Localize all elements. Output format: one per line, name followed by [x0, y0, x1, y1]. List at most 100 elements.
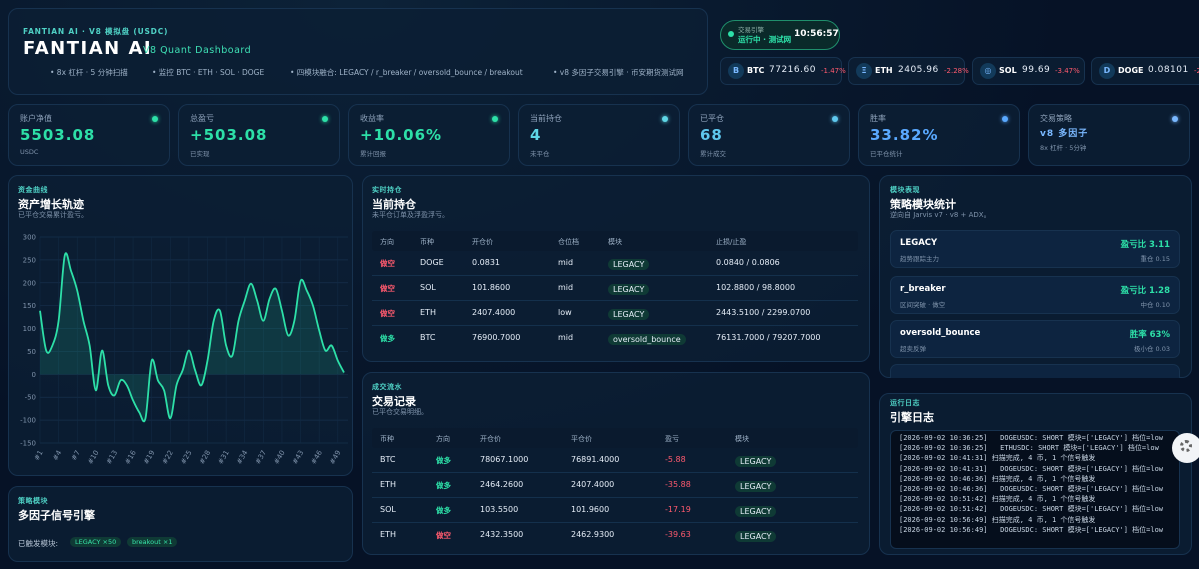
- engine-dot: [728, 31, 734, 37]
- x-tick-label: #37: [254, 449, 268, 466]
- stat-label: 当前持仓: [530, 114, 562, 123]
- log-line: [2026-09-02 10:41:31] DOGEUSDC: SHORT 模块…: [899, 464, 1164, 473]
- log-line: [2026-09-02 10:46:36] DOGEUSDC: SHORT 模块…: [899, 485, 1164, 493]
- module-chip: LEGACY: [608, 284, 650, 295]
- engine-label: 交易引擎: [738, 26, 764, 34]
- ticker-symbol: BTC: [747, 66, 765, 75]
- table-cell: SOL: [380, 505, 396, 514]
- module-name: r_breaker: [900, 284, 946, 294]
- module-chip: LEGACY: [735, 481, 777, 492]
- log-line: [2026-09-02 10:36:25] ETHUSDC: SHORT 模块=…: [899, 444, 1159, 453]
- panel-subtitle: 未平仓订单及浮盈浮亏。: [372, 211, 449, 219]
- ticker-symbol: ETH: [875, 66, 893, 75]
- table-cell: ETH: [380, 480, 396, 489]
- stat-sub: USDC: [20, 148, 39, 156]
- table-cell: 2432.3500: [480, 530, 524, 539]
- x-tick-label: #46: [310, 449, 325, 466]
- equity-panel: [8, 175, 353, 476]
- table-header-cell: 开仓价: [480, 435, 501, 443]
- ticker-symbol: SOL: [999, 66, 1017, 75]
- signal-badge: LEGACY ×50: [70, 537, 122, 547]
- stat-value: v8 多因子: [1040, 129, 1089, 139]
- stat-dot: [662, 116, 668, 122]
- equity-area: [40, 253, 344, 422]
- row-divider: [372, 472, 858, 473]
- module-sub: 重仓 0.15: [1140, 255, 1170, 263]
- table-header-cell: 币种: [420, 238, 434, 246]
- engine-box: [720, 20, 840, 50]
- stat-value: +503.08: [190, 126, 268, 144]
- row-divider: [372, 300, 858, 301]
- x-tick-label: #43: [291, 449, 305, 466]
- ticker-icon: Ξ: [856, 63, 872, 79]
- stat-card: [348, 104, 510, 166]
- module-desc: 趋势跟踪主力: [900, 255, 939, 263]
- signals-panel: [8, 486, 353, 562]
- table-cell: 76900.7000: [472, 333, 521, 342]
- table-cell: mid: [558, 258, 574, 267]
- module-desc: 超卖反弹: [900, 345, 926, 353]
- table-cell: 76131.7000 / 79207.7000: [716, 333, 821, 342]
- module-desc: 区间突破 · 做空: [900, 301, 946, 309]
- table-header-cell: 开仓价: [472, 238, 493, 246]
- header-tag: FANTIAN AI · V8 模拟盘 (USDC): [23, 27, 169, 36]
- y-tick-label: 150: [23, 302, 36, 310]
- module-name: oversold_bounce: [900, 328, 981, 338]
- x-tick-label: #40: [272, 449, 286, 466]
- ticker-change: -3.47%: [1055, 67, 1080, 75]
- stat-value: 5503.08: [20, 126, 96, 144]
- feature: • 监控 BTC · ETH · SOL · DOGE: [152, 68, 265, 77]
- ticker-price: 2405.96: [898, 65, 939, 75]
- x-tick-label: #19: [142, 449, 156, 466]
- table-cell: 2464.2600: [480, 480, 524, 489]
- stat-card: [518, 104, 680, 166]
- module-sub: 中仓 0.10: [1140, 301, 1170, 309]
- stat-label: 已平仓: [700, 114, 724, 123]
- stat-label: 账户净值: [20, 114, 52, 123]
- ticker-card: [1091, 57, 1199, 85]
- x-tick-label: #1: [33, 449, 45, 462]
- module-card: [890, 230, 1180, 268]
- x-tick-label: #49: [328, 449, 342, 466]
- ticker-symbol: DOGE: [1118, 66, 1144, 75]
- y-tick-label: -50: [25, 394, 36, 402]
- table-cell: 103.5500: [480, 505, 519, 514]
- log-line: [2026-09-02 10:56:49] 扫描完成, 4 币, 1 个信号触发: [899, 515, 1096, 524]
- stat-label: 总盈亏: [190, 114, 214, 123]
- y-tick-label: -150: [20, 440, 36, 448]
- y-tick-label: 300: [23, 234, 36, 242]
- table-cell: DOGE: [420, 258, 444, 267]
- table-cell: 0.0840 / 0.0806: [716, 258, 780, 267]
- table-header-cell: 平仓价: [571, 435, 592, 443]
- ticker-card: [720, 57, 842, 85]
- panel-subtitle: 逆向自 Jarvis v7 · v8 + ADX。: [890, 211, 991, 219]
- module-chip: LEGACY: [608, 309, 650, 320]
- log-box: [890, 430, 1180, 549]
- table-cell: 做多: [436, 456, 451, 465]
- header-subtitle: V8 Quant Dashboard: [143, 45, 252, 56]
- y-tick-label: 200: [23, 279, 36, 287]
- table-header-cell: 方向: [380, 238, 394, 246]
- stat-dot: [322, 116, 328, 122]
- table-header-cell: 方向: [436, 435, 450, 443]
- table-cell: 做空: [380, 309, 395, 318]
- x-tick-label: #34: [235, 449, 250, 466]
- table-cell: 做多: [436, 506, 451, 515]
- panel-title: 引擎日志: [890, 411, 934, 424]
- stat-card: [178, 104, 340, 166]
- table-header-cell: 币种: [380, 435, 394, 443]
- stat-sub: 已实现: [190, 150, 210, 158]
- header-panel: [8, 8, 708, 95]
- row-divider: [372, 325, 858, 326]
- stat-sub: 累计回报: [360, 150, 386, 158]
- panel-tag: 资金曲线: [18, 186, 48, 194]
- table-header: [372, 231, 858, 251]
- table-cell: 做空: [380, 259, 395, 268]
- stat-value: 33.82%: [870, 126, 939, 144]
- module-sub: 极小仓 0.03: [1133, 345, 1170, 353]
- x-tick-label: #4: [51, 449, 63, 462]
- x-tick-label: #28: [198, 449, 212, 466]
- module-metric: 胜率 63%: [1129, 330, 1170, 340]
